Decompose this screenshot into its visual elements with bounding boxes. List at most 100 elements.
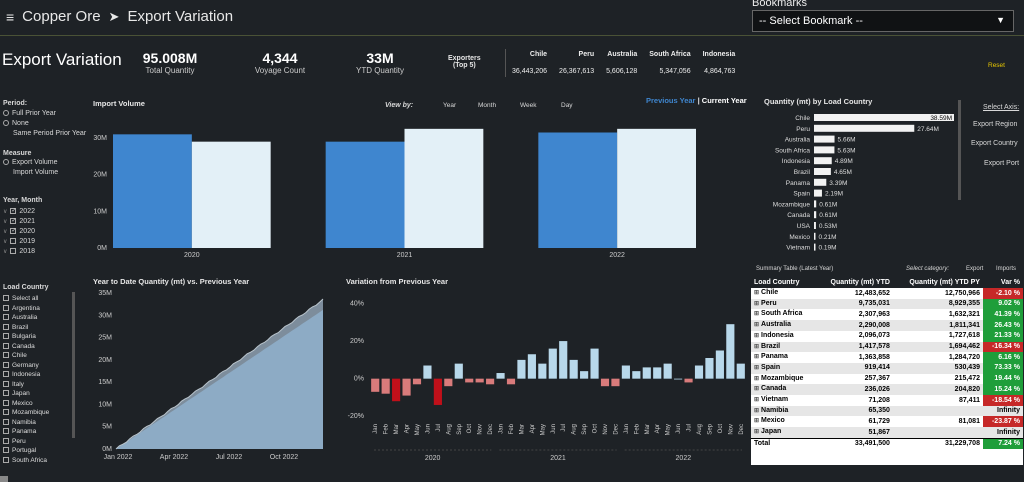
table-row[interactable]: ⊞ Panama 1,363,858 1,284,720 6.16 % — [751, 352, 1023, 363]
checkbox-icon[interactable] — [3, 428, 9, 435]
bar-current-year[interactable] — [404, 128, 484, 248]
measure-option-import[interactable]: Import Volume — [13, 169, 58, 176]
load-country-item[interactable]: Bulgaria — [3, 332, 49, 342]
col-var-pct[interactable]: Var % — [982, 277, 1023, 288]
variation-bar[interactable] — [642, 367, 651, 379]
checkbox-icon[interactable] — [3, 399, 9, 406]
country-bar[interactable] — [814, 124, 915, 132]
checkbox-icon[interactable] — [10, 248, 17, 255]
expand-icon[interactable]: ⊞ — [754, 322, 760, 329]
variation-bar[interactable] — [402, 378, 411, 396]
checkbox-icon[interactable] — [3, 361, 9, 368]
expand-icon[interactable]: ⊞ — [754, 407, 760, 414]
year-item[interactable]: ∨ ✓ 2022 — [3, 207, 35, 217]
checkbox-icon[interactable] — [3, 352, 9, 359]
variation-bar[interactable] — [412, 378, 422, 385]
variation-bar[interactable] — [506, 378, 516, 385]
variation-bar[interactable] — [694, 365, 704, 379]
table-row[interactable]: ⊞ South Africa 2,307,963 1,632,321 41.39 % — [751, 309, 1023, 321]
load-country-item[interactable]: Chile — [3, 351, 49, 361]
bar-previous-year[interactable] — [113, 134, 192, 248]
expand-icon[interactable]: ⊞ — [754, 386, 760, 393]
variation-bar[interactable] — [736, 363, 745, 379]
checkbox-icon[interactable] — [3, 304, 9, 311]
country-bar[interactable] — [814, 146, 835, 154]
expand-icon[interactable]: ⊞ — [754, 332, 760, 339]
checkbox-icon[interactable] — [3, 342, 9, 349]
load-country-item[interactable]: Argentina — [3, 304, 49, 314]
variation-bar[interactable] — [590, 348, 599, 379]
variation-bar[interactable] — [674, 378, 683, 380]
expand-icon[interactable]: ∨ — [3, 239, 8, 245]
export-category-button[interactable]: Export — [966, 266, 984, 272]
variation-bar[interactable] — [726, 324, 735, 379]
crumb-copper-ore[interactable]: Copper Ore — [22, 8, 101, 25]
load-country-item[interactable]: Germany — [3, 361, 49, 371]
variation-bar[interactable] — [486, 378, 495, 385]
checkbox-icon[interactable] — [3, 323, 9, 330]
table-row[interactable]: ⊞ Mozambique 257,367 215,472 19.44 % — [751, 373, 1023, 385]
axis-export-country[interactable]: Export Country — [971, 140, 1018, 147]
expand-icon[interactable]: ⊞ — [754, 375, 760, 382]
variation-bar[interactable] — [423, 365, 432, 379]
checkbox-icon[interactable]: ✓ — [10, 218, 17, 225]
viewby-week[interactable]: Week — [520, 102, 537, 109]
checkbox-icon[interactable] — [3, 380, 9, 387]
variation-bar[interactable] — [580, 371, 589, 379]
expand-icon[interactable]: ⊞ — [754, 418, 760, 425]
variation-bar[interactable] — [496, 373, 505, 379]
table-row[interactable]: ⊞ Brazil 1,417,578 1,694,462 -16.34 % — [751, 341, 1023, 353]
checkbox-icon[interactable] — [3, 295, 9, 302]
variation-bar[interactable] — [569, 359, 578, 379]
variation-bar[interactable] — [465, 378, 474, 383]
viewby-year[interactable]: Year — [443, 102, 457, 109]
variation-bar[interactable] — [381, 378, 390, 394]
variation-bar[interactable] — [548, 348, 557, 379]
axis-export-region[interactable]: Export Region — [973, 121, 1018, 128]
table-row[interactable]: ⊞ Japan 51,867 Infinity — [751, 427, 1023, 439]
checkbox-icon[interactable] — [3, 456, 9, 463]
country-bar[interactable] — [814, 135, 835, 143]
expand-icon[interactable]: ⊞ — [754, 364, 760, 371]
load-country-item[interactable]: Peru — [3, 437, 49, 447]
expand-icon[interactable]: ⊞ — [754, 354, 760, 361]
bookmark-select[interactable]: -- Select Bookmark -- ▼ — [752, 10, 1014, 32]
table-row[interactable]: ⊞ Chile 12,483,652 12,750,966 -2.10 % — [751, 288, 1023, 299]
load-country-item[interactable]: Brazil — [3, 323, 49, 333]
variation-bar[interactable] — [475, 378, 484, 383]
checkbox-icon[interactable] — [10, 238, 17, 245]
country-bar[interactable] — [814, 114, 954, 121]
period-option-same-period[interactable]: Same Period Prior Year — [13, 130, 86, 137]
variation-bar[interactable] — [632, 371, 641, 379]
viewby-day[interactable]: Day — [561, 102, 573, 109]
country-bars-scrollbar[interactable] — [958, 100, 961, 200]
table-row[interactable]: ⊞ Indonesia 2,096,073 1,727,618 21.33 % — [751, 330, 1023, 342]
table-row[interactable]: ⊞ Vietnam 71,208 87,411 -18.54 % — [751, 395, 1023, 406]
checkbox-icon[interactable] — [3, 371, 9, 378]
col-load-country[interactable]: Load Country — [751, 277, 817, 288]
variation-bar[interactable] — [559, 341, 568, 379]
variation-bar[interactable] — [517, 359, 526, 379]
bar-current-year[interactable] — [617, 128, 696, 248]
period-option-none[interactable]: None — [3, 120, 29, 127]
load-country-item[interactable]: Japan — [3, 389, 49, 399]
expand-icon[interactable]: ⊞ — [754, 311, 760, 318]
expand-icon[interactable]: ⊞ — [754, 343, 760, 350]
checkbox-icon[interactable] — [3, 409, 9, 416]
country-bar[interactable] — [814, 178, 827, 186]
expand-icon[interactable]: ∨ — [3, 209, 8, 215]
checkbox-icon[interactable] — [3, 418, 9, 425]
page-scroll-handle[interactable] — [0, 476, 8, 482]
variation-bar[interactable] — [611, 378, 620, 387]
variation-bar[interactable] — [527, 354, 536, 379]
variation-bar[interactable] — [715, 350, 724, 379]
load-country-scrollbar[interactable] — [72, 292, 75, 438]
load-country-item[interactable]: South Africa — [3, 456, 49, 466]
load-country-item[interactable]: Indonesia — [3, 370, 49, 380]
table-row[interactable]: ⊞ Canada 236,026 204,820 15.24 % — [751, 384, 1023, 396]
previous-year-area[interactable] — [116, 309, 323, 449]
expand-icon[interactable]: ∨ — [3, 229, 8, 235]
variation-bar[interactable] — [392, 378, 401, 402]
country-bar[interactable] — [814, 222, 816, 229]
country-bar[interactable] — [814, 232, 816, 240]
